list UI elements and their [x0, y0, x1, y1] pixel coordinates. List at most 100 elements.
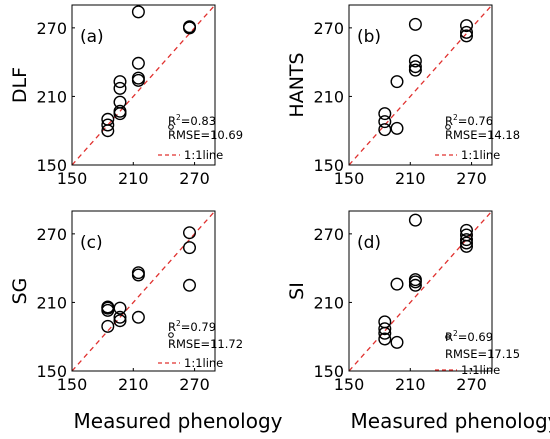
data-point [182, 241, 196, 255]
data-point [131, 266, 145, 280]
y-axis-title: DLF [9, 67, 31, 103]
data-point [182, 20, 196, 34]
data-point [408, 17, 422, 31]
data-point [460, 233, 474, 247]
r2-stat: R2=0.76 [445, 113, 493, 128]
tick-labels: 150 210 270 150 210 270 [36, 19, 209, 188]
data-point [378, 123, 392, 137]
panel-label: (a) [80, 27, 104, 47]
data-point [378, 315, 392, 329]
data-point [390, 121, 404, 135]
y-tick-label: 150 [313, 362, 344, 381]
r2-stat: R2=0.79 [168, 319, 216, 334]
data-point [390, 277, 404, 291]
x-tick-label: 210 [118, 375, 149, 394]
rmse-stat: RMSE=11.72 [168, 337, 243, 351]
data-point [408, 278, 422, 292]
data-point [460, 236, 474, 250]
data-point [113, 95, 127, 109]
y-tick-label: 150 [313, 156, 344, 175]
panel-label: (d) [357, 233, 381, 253]
data-point [408, 54, 422, 68]
data-point [182, 226, 196, 240]
data-points [101, 226, 196, 333]
x-tick-label: 270 [456, 375, 487, 394]
data-point [182, 278, 196, 292]
data-point [113, 81, 127, 95]
data-point [101, 118, 115, 132]
legend-label: 1:1line [461, 363, 500, 377]
data-point [131, 5, 145, 19]
y-tick-label: 210 [313, 293, 344, 312]
legend-marker [445, 334, 451, 340]
panel-frame [348, 4, 493, 166]
legend-label: 1:1line [184, 148, 223, 162]
legend-marker [168, 332, 174, 338]
legend-label: 1:1line [461, 148, 500, 162]
x-tick-label: 210 [395, 169, 426, 188]
y-tick-label: 270 [313, 225, 344, 244]
data-point [408, 213, 422, 227]
x-tick-label: 210 [118, 169, 149, 188]
y-tick-label: 270 [36, 19, 67, 38]
data-point [390, 335, 404, 349]
panel-a: 150 210 270 150 210 270 DLF (a) R2=0.83 RMSE=… [9, 4, 243, 188]
x-tick-label: 150 [57, 169, 88, 188]
data-point [113, 104, 127, 118]
data-point [378, 332, 392, 346]
data-point [460, 19, 474, 33]
y-tick-label: 270 [36, 225, 67, 244]
data-point [378, 322, 392, 336]
data-point [460, 25, 474, 39]
legend-marker [168, 124, 174, 130]
r2-stat: R2=0.69 [445, 329, 493, 344]
data-point [101, 112, 115, 126]
panel-b: 150 210 270 150 210 270 HANTS (b) R2=0.76 RMS… [286, 4, 520, 188]
rmse-stat: RMSE=17.15 [445, 347, 520, 361]
data-point [408, 273, 422, 287]
y-axis-title: HANTS [286, 52, 308, 117]
r2-stat: R2=0.83 [168, 113, 216, 128]
data-point [113, 314, 127, 328]
x-tick-label: 270 [179, 169, 210, 188]
data-point [378, 115, 392, 129]
data-point [113, 310, 127, 324]
data-points [101, 5, 196, 138]
tick-labels: 150 210 270 150 210 270 [36, 225, 209, 394]
x-tick-label: 270 [179, 375, 210, 394]
panel-frame [71, 210, 216, 372]
y-tick-label: 210 [313, 87, 344, 106]
data-points [378, 213, 474, 349]
data-point [101, 319, 115, 333]
tick-labels: 150 210 270 150 210 270 [313, 225, 486, 394]
data-point [131, 71, 145, 85]
data-point [390, 75, 404, 89]
y-tick-label: 150 [36, 362, 67, 381]
x-tick-label: 210 [395, 375, 426, 394]
rmse-stat: RMSE=14.18 [445, 128, 520, 142]
y-axis-title: SG [9, 278, 31, 305]
x-axis-title-right: Measured phenology [351, 409, 550, 433]
data-points [378, 17, 474, 137]
y-tick-label: 270 [313, 19, 344, 38]
data-point [113, 75, 127, 89]
x-tick-label: 150 [334, 169, 365, 188]
rmse-stat: RMSE=10.69 [168, 128, 243, 142]
data-point [378, 107, 392, 121]
y-tick-label: 210 [36, 293, 67, 312]
panel-label: (c) [80, 233, 103, 253]
panel-frame [71, 4, 216, 166]
panel-d: 150 210 270 150 210 270 SI (d) R2=0.69 RMSE=1… [286, 210, 520, 394]
y-tick-label: 150 [36, 156, 67, 175]
x-axis-title-left: Measured phenology [74, 409, 283, 433]
data-point [408, 60, 422, 74]
panel-c: 150 210 270 150 210 270 SG (c) R2=0.79 RMSE=1… [9, 210, 243, 394]
legend-marker [445, 124, 451, 130]
y-axis-title: SI [286, 282, 308, 300]
data-point [131, 56, 145, 70]
tick-labels: 150 210 270 150 210 270 [313, 19, 486, 188]
x-tick-label: 150 [57, 375, 88, 394]
x-tick-label: 270 [456, 169, 487, 188]
data-point [113, 301, 127, 315]
